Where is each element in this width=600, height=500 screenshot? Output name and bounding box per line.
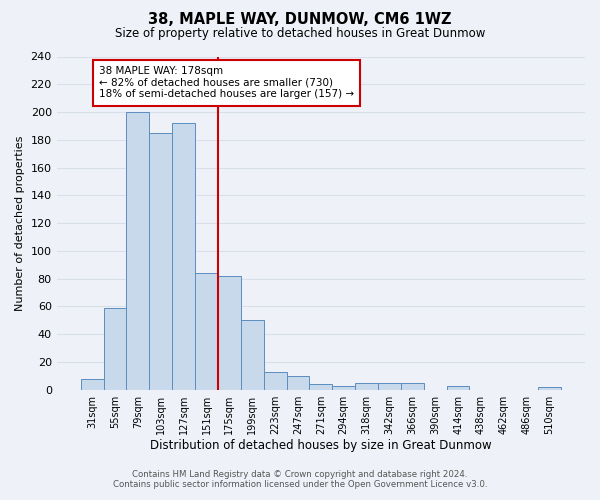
Bar	[127, 112, 149, 390]
Bar	[218, 276, 241, 390]
Bar	[172, 123, 195, 390]
Bar	[241, 320, 263, 390]
Bar	[538, 387, 561, 390]
Bar	[446, 386, 469, 390]
Bar	[332, 386, 355, 390]
Text: 38 MAPLE WAY: 178sqm
← 82% of detached houses are smaller (730)
18% of semi-deta: 38 MAPLE WAY: 178sqm ← 82% of detached h…	[99, 66, 354, 100]
Bar	[104, 308, 127, 390]
Bar	[355, 383, 378, 390]
Bar	[195, 273, 218, 390]
Bar	[310, 384, 332, 390]
X-axis label: Distribution of detached houses by size in Great Dunmow: Distribution of detached houses by size …	[150, 440, 491, 452]
Bar	[287, 376, 310, 390]
Text: Size of property relative to detached houses in Great Dunmow: Size of property relative to detached ho…	[115, 28, 485, 40]
Bar	[263, 372, 287, 390]
Text: Contains HM Land Registry data © Crown copyright and database right 2024.
Contai: Contains HM Land Registry data © Crown c…	[113, 470, 487, 489]
Bar	[149, 133, 172, 390]
Bar	[401, 383, 424, 390]
Bar	[378, 383, 401, 390]
Bar	[80, 378, 104, 390]
Y-axis label: Number of detached properties: Number of detached properties	[15, 136, 25, 311]
Text: 38, MAPLE WAY, DUNMOW, CM6 1WZ: 38, MAPLE WAY, DUNMOW, CM6 1WZ	[148, 12, 452, 28]
